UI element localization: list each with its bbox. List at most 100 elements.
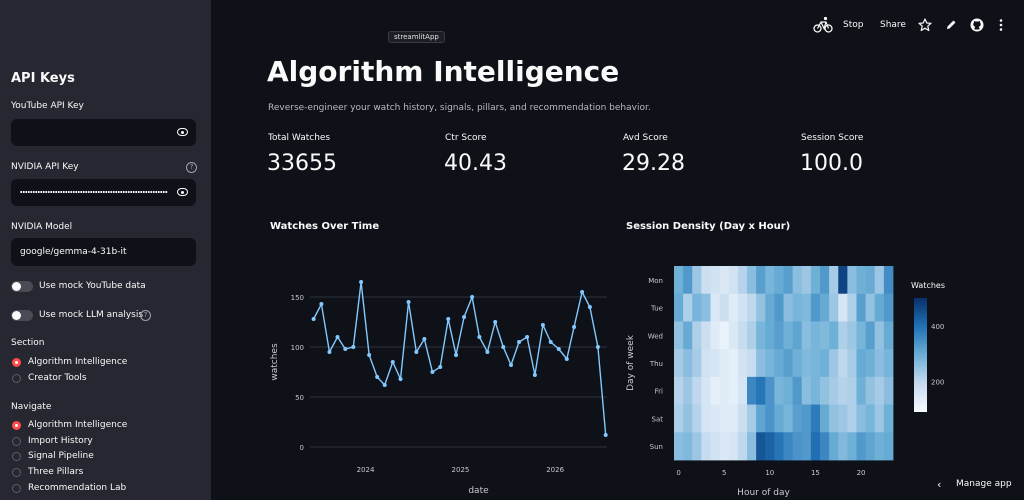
- data-point: [319, 302, 324, 306]
- series-line: [313, 281, 607, 436]
- metric-value-session-score: 100.0: [800, 151, 863, 176]
- heatmap-cell: [774, 349, 784, 378]
- heatmap-cell: [765, 293, 775, 322]
- nvidia-model-field[interactable]: google/gemma-4-31b-it: [11, 238, 196, 266]
- heatmap-cell: [801, 321, 812, 350]
- x-tick-label: 2024: [357, 466, 375, 474]
- heatmap-cell: [737, 376, 748, 405]
- heatmap-cell: [874, 404, 885, 433]
- x-tick-label: 5: [722, 469, 726, 477]
- heatmap-cell: [865, 349, 876, 378]
- data-point: [351, 345, 356, 349]
- heatmap-cell: [829, 349, 839, 378]
- pencil-icon[interactable]: [945, 18, 958, 31]
- heatmap-cell: [783, 321, 794, 350]
- heatmap-cell: [683, 293, 693, 322]
- heatmap-cell: [692, 376, 702, 405]
- stop-button[interactable]: Stop: [843, 20, 864, 30]
- section-label: Section: [11, 338, 45, 348]
- heatmap-cell: [719, 266, 730, 295]
- heatmap-cell: [838, 432, 848, 461]
- heatmap-cell: [856, 321, 867, 350]
- heatmap-cell: [774, 432, 784, 461]
- heatmap-cell: [838, 349, 848, 378]
- data-point: [580, 290, 585, 294]
- heatmap-cell: [683, 376, 693, 405]
- github-icon[interactable]: [970, 18, 984, 32]
- sidebar-title: API Keys: [11, 71, 75, 86]
- section-radio-creator-tools[interactable]: [12, 374, 21, 383]
- nav-option-label[interactable]: Import History: [28, 436, 93, 446]
- help-icon[interactable]: ?: [186, 162, 197, 173]
- heatmap-cell: [683, 321, 693, 350]
- heatmap-cell: [829, 293, 839, 322]
- heatmap-cell: [783, 266, 794, 295]
- nvidia-api-key-field[interactable]: [11, 179, 196, 206]
- show-password-icon[interactable]: [177, 128, 188, 136]
- section-option-label[interactable]: Algorithm Intelligence: [28, 357, 128, 367]
- heatmap-cell: [883, 376, 894, 405]
- heatmap-cell: [710, 266, 721, 295]
- heatmap-cell: [820, 321, 830, 350]
- heatmap-cell: [737, 349, 748, 378]
- nav-option-label[interactable]: Three Pillars: [28, 467, 84, 477]
- nav-radio-algorithm-intelligence[interactable]: [12, 421, 21, 430]
- nav-radio-three-pillars[interactable]: [12, 468, 21, 477]
- heatmap-cell: [820, 266, 830, 295]
- heatmap-cell: [701, 293, 711, 322]
- heatmap-cell: [847, 321, 857, 350]
- y-tick-label: Wed: [648, 332, 663, 340]
- heatmap-cell: [820, 432, 830, 461]
- nav-option-label[interactable]: Algorithm Intelligence: [28, 420, 128, 430]
- heatmap-cell: [829, 266, 839, 295]
- heatmap-cell: [810, 376, 821, 405]
- show-password-icon[interactable]: [177, 188, 188, 196]
- nav-radio-import-history[interactable]: [12, 437, 21, 446]
- heatmap-cell: [701, 432, 711, 461]
- data-point: [548, 340, 553, 344]
- heatmap-cell: [783, 293, 794, 322]
- heatmap-cell: [674, 432, 684, 461]
- youtube-api-key-field[interactable]: [11, 119, 196, 146]
- watches-over-time-chart[interactable]: 0 50 100 150 2024 2025 2026 date watches: [262, 262, 614, 500]
- x-tick-label: 15: [811, 469, 820, 477]
- heatmap-cell: [865, 321, 876, 350]
- session-density-heatmap[interactable]: Mon Tue Wed Thu Fri Sat Sun 0 5 10 15 20 Hour of day…: [618, 262, 958, 500]
- x-tick-label: 20: [857, 469, 866, 477]
- heatmap-cell: [737, 432, 748, 461]
- heatmap-cell: [674, 404, 684, 433]
- heatmap-cell: [810, 293, 821, 322]
- section-option-label[interactable]: Creator Tools: [28, 373, 87, 383]
- heatmap-cell: [856, 432, 867, 461]
- manage-app-button[interactable]: Manage app: [956, 479, 1012, 489]
- youtube-api-key-label: YouTube API Key: [11, 101, 84, 111]
- chevron-left-icon[interactable]: ‹: [937, 478, 942, 491]
- nav-radio-recommendation-lab[interactable]: [12, 484, 21, 493]
- heatmap-cell: [756, 376, 766, 405]
- nav-radio-signal-pipeline[interactable]: [12, 452, 21, 461]
- heatmap-cell: [829, 432, 839, 461]
- more-vertical-icon[interactable]: [998, 18, 1004, 32]
- y-tick-label: 150: [291, 294, 304, 302]
- heatmap-cell: [674, 321, 684, 350]
- nav-option-label[interactable]: Signal Pipeline: [28, 451, 94, 461]
- metric-label-avd-score: Avd Score: [623, 133, 668, 143]
- heatmap-cell: [710, 432, 721, 461]
- y-tick-label: 100: [291, 344, 304, 352]
- heatmap-cell: [692, 321, 702, 350]
- heatmap-cell: [783, 376, 794, 405]
- share-button[interactable]: Share: [880, 20, 906, 30]
- data-point: [422, 337, 427, 341]
- heatmap-cell: [747, 349, 757, 378]
- mock-llm-toggle[interactable]: [11, 310, 33, 321]
- star-icon[interactable]: [918, 18, 932, 32]
- heatmap-cell: [683, 432, 693, 461]
- nav-option-label[interactable]: Recommendation Lab: [28, 483, 127, 493]
- help-icon[interactable]: ?: [140, 310, 151, 321]
- mock-youtube-toggle[interactable]: [11, 281, 33, 292]
- heatmap-cell: [810, 404, 821, 433]
- data-point: [501, 345, 506, 349]
- heatmap-cell: [674, 293, 684, 322]
- heatmap-cell: [737, 266, 748, 295]
- section-radio-algorithm-intelligence[interactable]: [12, 358, 21, 367]
